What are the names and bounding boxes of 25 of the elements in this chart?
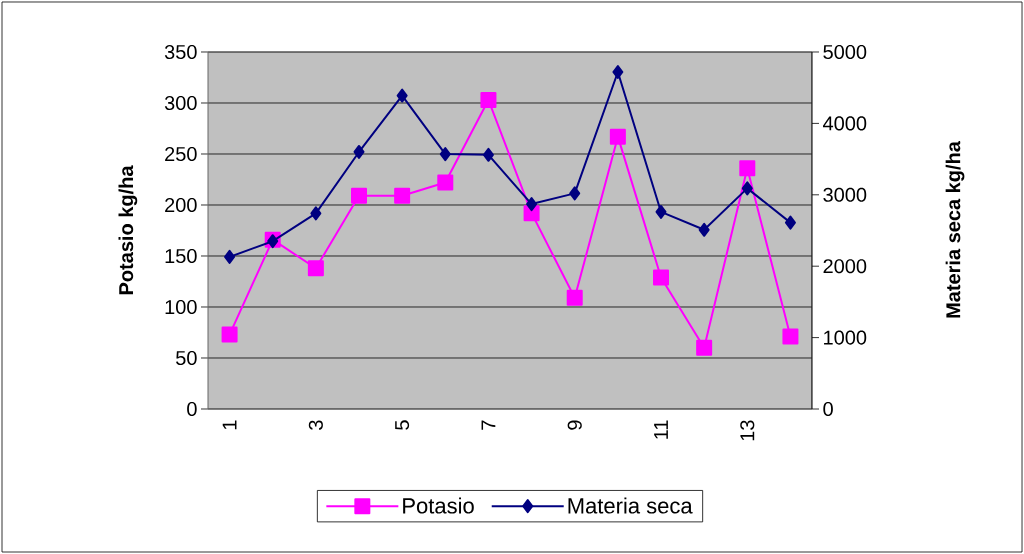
y-tick-label: 350 <box>164 44 197 60</box>
y2-axis-title: Materia seca kg/ha <box>945 140 965 318</box>
y-tick-label: 150 <box>165 248 197 264</box>
y-tick-label: 0 <box>187 401 197 417</box>
legend-label: Materia seca <box>568 497 693 514</box>
x-tick-label: 11 <box>654 420 668 439</box>
y-tick-label: 250 <box>165 146 197 162</box>
y2-tick-label: 2000 <box>823 259 867 274</box>
x-tick-label: 3 <box>308 420 323 430</box>
x-tick-label: 1 <box>222 420 237 430</box>
y2-tick-label: 0 <box>823 401 833 417</box>
legend-label: Potasio <box>403 497 474 514</box>
y2-tick-label: 4000 <box>823 116 867 131</box>
x-tick-label: 13 <box>740 420 755 441</box>
y2-tick-label: 5000 <box>823 44 867 60</box>
y2-tick-label: 1000 <box>824 330 867 345</box>
y2-tick-label: 3000 <box>823 187 867 202</box>
y-tick-label: 300 <box>164 95 197 111</box>
y-tick-label: 50 <box>176 350 197 366</box>
x-tick-label: 7 <box>481 420 496 430</box>
y-axis-title: Potasio kg/ha <box>118 165 138 295</box>
x-tick-label: 9 <box>567 420 582 430</box>
x-tick-label: 5 <box>395 420 410 430</box>
y-tick-label: 200 <box>165 197 197 213</box>
y-tick-label: 100 <box>165 299 197 315</box>
